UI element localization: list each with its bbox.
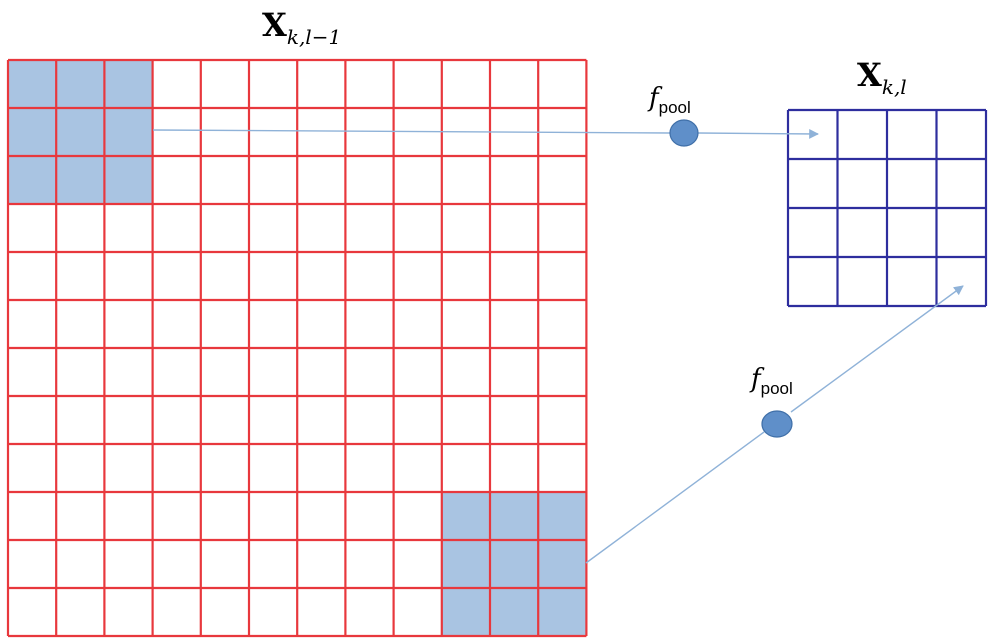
pooling-window-1-cell — [56, 60, 105, 108]
pooling-window-1-cell — [56, 108, 105, 156]
input-feature-map — [6, 58, 588, 638]
input-grid-lines — [6, 58, 588, 638]
pooling-window-2-cell — [490, 540, 539, 588]
pooling-window-2-cell — [538, 492, 587, 540]
pooling-window-1-cell — [56, 156, 105, 204]
pooling-window-1-cell — [104, 60, 153, 108]
svg-text:fpool: fpool — [749, 364, 793, 398]
output-grid-lines — [786, 108, 988, 308]
pool-bottom-label-sub: pool — [761, 379, 793, 398]
pooling-window-2-cell — [490, 588, 539, 636]
pool-node-bottom: fpool — [749, 364, 793, 438]
pooling-window-1-cell — [8, 156, 57, 204]
pooling-window-1-cell — [104, 108, 153, 156]
input-map-label-main: X — [262, 6, 287, 44]
input-map-label: Xk,l−1 — [262, 6, 341, 49]
output-feature-map — [786, 108, 988, 308]
arrow-bottom-pool-to-output — [790, 285, 964, 413]
pool-node-bottom-circle — [761, 410, 793, 438]
connection-arrows — [152, 129, 964, 564]
pooling-window-2-cell — [538, 588, 587, 636]
output-map-label-sub: k,l — [882, 75, 907, 99]
pooling-window-1-cell — [8, 60, 57, 108]
arrow-bottom-window-to-pool — [585, 431, 765, 564]
pooling-window-1-cell — [8, 108, 57, 156]
pooling-window-1-cell — [104, 156, 153, 204]
pooling-window-2-cell — [538, 540, 587, 588]
input-pooling-windows — [8, 60, 587, 636]
arrow-top-pool-to-output — [697, 129, 819, 139]
pool-node-top-circle — [669, 119, 699, 147]
output-map-label-main: X — [857, 56, 882, 94]
svg-text:fpool: fpool — [647, 83, 691, 117]
arrow-top-window-to-pool — [152, 129, 671, 134]
pooling-window-2-cell — [441, 540, 490, 588]
output-map-label: Xk,l — [857, 56, 907, 99]
pooling-window-2-cell — [441, 588, 490, 636]
pooling-window-2-cell — [490, 492, 539, 540]
input-map-label-sub: k,l−1 — [287, 25, 341, 49]
pool-node-top: fpool — [647, 83, 699, 147]
pool-top-label-sub: pool — [659, 98, 691, 117]
pooling-window-2-cell — [441, 492, 490, 540]
